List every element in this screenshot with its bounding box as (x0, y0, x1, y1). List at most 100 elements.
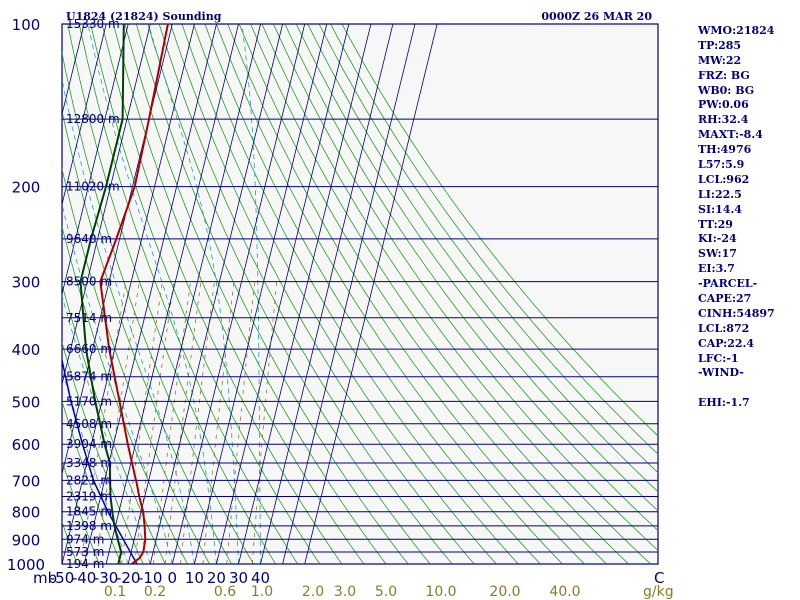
isotherm (62, 24, 107, 206)
sounding-index-row: LCL:962 (698, 172, 750, 186)
mixing-ratio-line (80, 281, 127, 564)
sounding-index-row: PW:0.06 (698, 98, 749, 112)
mixing-ratio-label: 0.6 (214, 584, 236, 600)
mixing-ratio-line (95, 281, 140, 564)
dewpoint-profile-line (79, 24, 125, 564)
height-label: 5170 m (66, 394, 112, 408)
mixing-ratio-label: 40.0 (549, 584, 580, 600)
dry-adiabat (147, 24, 431, 564)
height-label: 1845 m (66, 505, 112, 519)
temperature-tick-label: -20 (116, 569, 141, 587)
temperature-tick-label: 30 (229, 569, 248, 587)
sounding-index-row: LI:22.5 (698, 187, 742, 201)
sounding-index-row: RH:32.4 (698, 113, 749, 127)
isotherm (83, 24, 217, 564)
isotherm (62, 24, 129, 296)
temperature-tick-label: 10 (185, 569, 204, 587)
temperature-tick-label: -50 (50, 569, 75, 587)
dry-adiabat (78, 24, 299, 564)
isotherm (62, 24, 85, 116)
mixing-ratio-line (121, 281, 163, 564)
sounding-index-row: WMO:21824 (698, 24, 775, 37)
height-label: 11020 m (66, 180, 120, 194)
temperature-tick-label: -40 (72, 569, 97, 587)
x-axis-unit: mb (33, 569, 57, 587)
height-label: 2319 m (66, 490, 112, 504)
dry-adiabat (181, 24, 497, 564)
isotherm (194, 24, 328, 564)
mixing-ratio-line (180, 281, 215, 564)
isotherm (238, 24, 372, 564)
height-label: 4508 m (66, 417, 112, 431)
sounding-index-row: FRZ: BG (698, 68, 750, 82)
dry-adiabat (62, 225, 188, 564)
height-label: 15330 m (66, 17, 120, 31)
plot-area (62, 24, 658, 564)
dry-adiabat (62, 109, 232, 564)
sounding-index-row: KI:-24 (698, 232, 737, 246)
height-label: 6660 m (66, 342, 112, 356)
pressure-tick-label: 900 (12, 531, 41, 549)
mixing-ratio-label: 5.0 (375, 584, 397, 600)
sounding-index-row: LFC:-1 (698, 351, 739, 365)
isotherm (149, 24, 283, 564)
sounding-index-row: L57:5.9 (698, 158, 745, 172)
sounding-indices-panel: WMO:21824 TP:285 MW:22 FRZ: BG WB0: BG PW:0.0… (698, 24, 798, 411)
isotherm (282, 24, 416, 564)
pressure-tick-label: 800 (12, 504, 41, 522)
isotherm (62, 24, 195, 564)
temperature-profile-line (99, 24, 169, 564)
pressure-tick-label: 300 (12, 274, 41, 292)
height-label: 8500 m (66, 275, 112, 289)
pressure-tick-label: 200 (12, 179, 41, 197)
dry-adiabat (62, 400, 122, 564)
x-axis-end-label: C (654, 569, 664, 587)
mixing-ratio-label: 0.2 (144, 584, 166, 600)
sounding-index-row: TH:4976 (698, 143, 752, 157)
isotherm (62, 24, 151, 386)
dry-adiabat (295, 24, 658, 512)
sounding-index-row: EHI:-1.7 (698, 396, 750, 410)
dry-adiabat (135, 24, 409, 564)
sounding-index-row: EI:3.7 (698, 262, 735, 276)
dry-adiabat (318, 24, 658, 474)
sounding-index-row: MAXT:-8.4 (698, 128, 763, 142)
valid-time: 0000Z 26 MAR 20 (541, 10, 652, 23)
dry-adiabat (273, 24, 658, 552)
sounding-index-row: SI:14.4 (698, 202, 742, 216)
height-label: 9640 m (66, 232, 112, 246)
mixing-ratio-line (202, 281, 235, 564)
dry-adiabat (158, 24, 453, 564)
dry-adiabat (67, 24, 277, 564)
height-label: 573 m (66, 545, 104, 559)
mixing-ratio-line (164, 281, 202, 564)
pressure-tick-label: 600 (12, 436, 41, 454)
sounding-index-row: MW:22 (698, 53, 742, 67)
temperature-tick-label: -10 (138, 569, 163, 587)
height-label: 1398 m (66, 519, 112, 533)
sounding-index-row: WB0: BG (698, 83, 755, 97)
temperature-tick-label: 0 (168, 569, 178, 587)
height-label: 3904 m (66, 437, 112, 451)
dry-adiabat (215, 24, 563, 564)
isotherm (127, 24, 261, 564)
dry-adiabat (124, 24, 387, 564)
dry-adiabat (238, 24, 607, 564)
dry-adiabat (90, 24, 321, 564)
sounding-index-row: CAPE:27 (698, 292, 752, 306)
temperature-tick-label: 40 (251, 569, 270, 587)
dry-adiabat (341, 24, 658, 437)
pressure-tick-label: 700 (12, 472, 41, 490)
height-label: 7514 m (66, 311, 112, 325)
isotherm (260, 24, 394, 564)
sounding-index-row: CINH:54897 (698, 306, 775, 320)
height-label: 974 m (66, 532, 104, 546)
mixing-ratio-label: 2.0 (302, 584, 324, 600)
mixing-ratio-label: 3.0 (334, 584, 356, 600)
dry-adiabat (227, 24, 585, 564)
pressure-tick-label: 1000 (7, 556, 45, 574)
mixing-ratio-line (251, 281, 278, 564)
height-label: 12800 m (66, 112, 120, 126)
sounding-index-row: TP:285 (698, 38, 742, 52)
